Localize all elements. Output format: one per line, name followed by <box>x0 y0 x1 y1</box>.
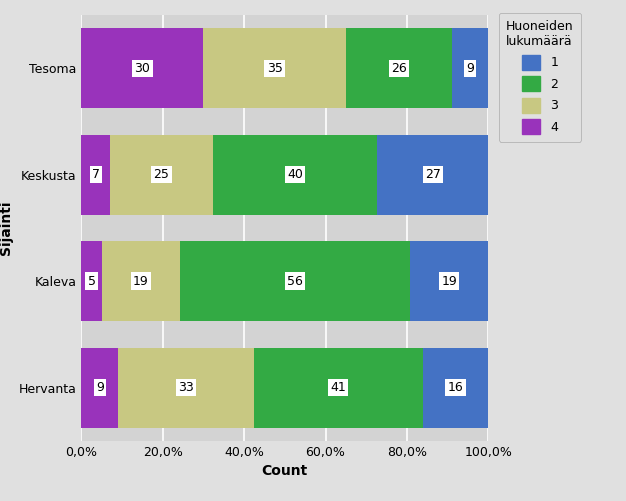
Bar <box>81 135 110 214</box>
Bar <box>254 348 423 427</box>
Bar <box>81 348 118 427</box>
Text: 19: 19 <box>441 275 457 288</box>
Bar <box>203 29 346 108</box>
Text: 9: 9 <box>466 62 474 75</box>
Bar <box>423 348 488 427</box>
X-axis label: Count: Count <box>262 464 308 478</box>
Text: 35: 35 <box>267 62 282 75</box>
Bar <box>81 29 203 108</box>
Bar <box>102 241 180 321</box>
Text: 27: 27 <box>425 168 441 181</box>
Y-axis label: Sijainti: Sijainti <box>0 201 13 255</box>
Text: 33: 33 <box>178 381 194 394</box>
Text: 26: 26 <box>391 62 407 75</box>
Text: 40: 40 <box>287 168 303 181</box>
Text: 25: 25 <box>153 168 170 181</box>
Bar <box>377 135 488 214</box>
Bar <box>118 348 254 427</box>
Text: 16: 16 <box>448 381 463 394</box>
Text: 41: 41 <box>331 381 346 394</box>
Bar <box>410 241 488 321</box>
Text: 5: 5 <box>88 275 96 288</box>
Bar <box>451 29 488 108</box>
Text: 56: 56 <box>287 275 303 288</box>
Bar <box>346 29 451 108</box>
Bar <box>213 135 377 214</box>
Text: 30: 30 <box>135 62 150 75</box>
Legend: 1, 2, 3, 4: 1, 2, 3, 4 <box>498 13 581 142</box>
Text: 9: 9 <box>96 381 104 394</box>
Bar <box>110 135 213 214</box>
Bar <box>81 241 102 321</box>
Text: 7: 7 <box>92 168 100 181</box>
Bar <box>180 241 410 321</box>
Text: 19: 19 <box>133 275 149 288</box>
